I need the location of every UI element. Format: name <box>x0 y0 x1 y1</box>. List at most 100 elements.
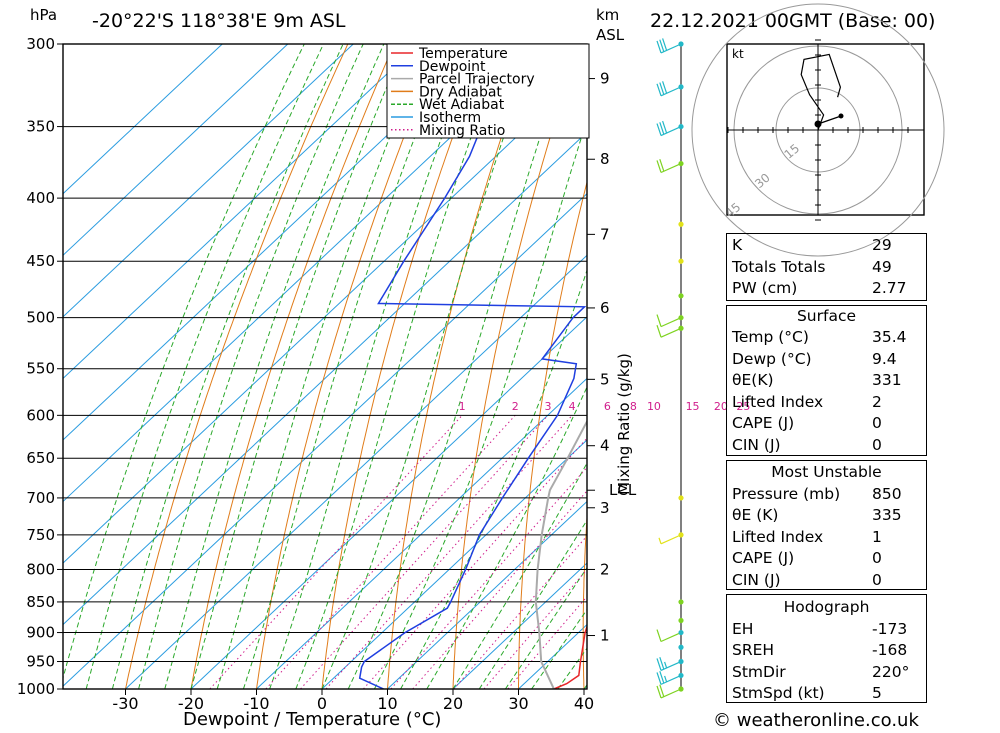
height-tick-label: 7 <box>600 225 610 243</box>
index-label: Totals Totals <box>732 257 826 276</box>
index-value: 850 <box>872 484 902 503</box>
wind-barb-feather <box>656 685 662 699</box>
dry-adiabat-line <box>582 510 587 689</box>
mixing-ratio-line <box>363 437 587 689</box>
index-label: EH <box>732 619 754 638</box>
temperature-tick-label: 20 <box>443 694 463 713</box>
wind-barb-feather <box>656 40 662 54</box>
dry-adiabat-line <box>387 44 535 689</box>
isotherm-line <box>387 500 587 689</box>
isotherm-line <box>63 131 587 626</box>
height-tick-label: 4 <box>600 437 610 455</box>
pressure-tick-label: 500 <box>26 309 55 327</box>
index-value: 335 <box>872 506 902 524</box>
index-label: Pressure (mb) <box>732 484 841 503</box>
wind-level-dot <box>678 658 684 665</box>
index-value: 0 <box>872 570 882 589</box>
wet-adiabat-line <box>426 385 587 689</box>
pressure-tick-label: 350 <box>26 118 55 136</box>
index-label: Temp (°C) <box>732 328 809 346</box>
isotherm-line <box>125 254 587 689</box>
wind-barb-feather <box>656 672 662 685</box>
index-label: StmDir <box>732 662 786 681</box>
wet-adiabat-line <box>242 44 452 689</box>
wind-barb-feather <box>659 684 665 697</box>
wind-level-dot <box>678 160 684 167</box>
pressure-tick-label: 450 <box>26 252 55 270</box>
mixing-ratio-line <box>483 568 587 689</box>
pressure-tick-label: 400 <box>26 189 55 207</box>
height-tick-label: 1 <box>600 627 610 645</box>
mixing-ratio-label: 3 <box>545 400 552 413</box>
pressure-tick-label: 1000 <box>17 680 55 698</box>
pressure-tick-label: 650 <box>26 449 55 467</box>
wind-barb-feather <box>659 657 665 670</box>
plot-frame <box>62 43 588 690</box>
index-label: CIN (J) <box>732 435 781 454</box>
index-label: Dewp (°C) <box>732 349 812 368</box>
pressure-tick-label: 950 <box>26 653 55 671</box>
wind-barb-feather <box>656 83 662 97</box>
mixing-ratio-label: 1 <box>459 400 466 413</box>
wind-level-dot <box>678 41 684 47</box>
index-label: CAPE (J) <box>732 549 795 567</box>
pressure-tick-label: 900 <box>26 624 55 642</box>
index-box-surface <box>726 305 927 456</box>
isotherm-line <box>452 562 587 689</box>
index-box-hodograph <box>726 594 927 703</box>
wind-level-dot <box>678 495 684 501</box>
index-section-title: Surface <box>796 306 857 325</box>
mixing-ratio-line <box>300 414 549 689</box>
isotherm-line <box>63 69 587 564</box>
dry-adiabat-line <box>518 180 587 689</box>
mixing-ratio-line <box>265 414 516 689</box>
height-tick-label: 9 <box>600 70 610 88</box>
wind-barb-staff <box>660 534 682 545</box>
mixing-ratio-label: 15 <box>686 400 700 413</box>
wind-level-dot <box>678 258 684 264</box>
mixing-ratio-label: 4 <box>569 400 576 413</box>
index-label: θE (K) <box>732 506 779 524</box>
wind-barb-feather <box>656 314 662 327</box>
isotherm-line <box>256 377 587 689</box>
wind-barb-feather <box>659 122 665 135</box>
height-tick-label: 6 <box>600 299 610 317</box>
height-unit-asl: ASL <box>596 26 625 44</box>
pressure-tick-label: 700 <box>26 489 55 507</box>
wet-adiabat-line <box>63 44 305 680</box>
dry-adiabat-line <box>646 35 722 689</box>
hodograph-ring <box>691 3 945 257</box>
isotherm-line <box>63 44 354 318</box>
dry-adiabat-line <box>452 44 581 689</box>
temperature-line <box>553 624 587 689</box>
wet-adiabat-line <box>373 117 587 689</box>
pressure-tick-label: 300 <box>26 35 55 53</box>
index-value: 9.4 <box>872 349 897 368</box>
wind-barb-staff <box>660 327 682 338</box>
wind-barb-feather <box>662 81 668 94</box>
wind-level-dot <box>678 686 684 692</box>
wind-barb-feather <box>664 661 668 669</box>
index-value: 49 <box>872 257 892 276</box>
index-label: SREH <box>732 641 775 659</box>
wet-adiabat-line <box>85 44 324 689</box>
wind-barb-feather <box>659 670 665 684</box>
temperature-tick-label: 10 <box>377 694 397 713</box>
index-box-general <box>726 233 927 301</box>
index-value: 5 <box>872 684 882 702</box>
index-label: PW (cm) <box>732 279 798 297</box>
wind-barb-feather <box>656 629 662 642</box>
wind-barb-feather <box>656 658 662 671</box>
index-value: 1 <box>872 527 882 546</box>
plot-area <box>63 35 722 689</box>
mixing-ratio-label: 25 <box>736 400 750 413</box>
legend-label: Isotherm <box>419 110 481 126</box>
height-tick-label: 5 <box>600 370 610 388</box>
wind-level-dot <box>678 532 684 538</box>
height-unit-km: km <box>596 6 620 24</box>
wind-barb-feather <box>659 159 665 172</box>
pressure-unit-label: hPa <box>30 6 58 24</box>
wind-level-dot <box>678 325 684 331</box>
wet-adiabat-line <box>269 44 478 689</box>
isotherm-line <box>63 44 289 256</box>
